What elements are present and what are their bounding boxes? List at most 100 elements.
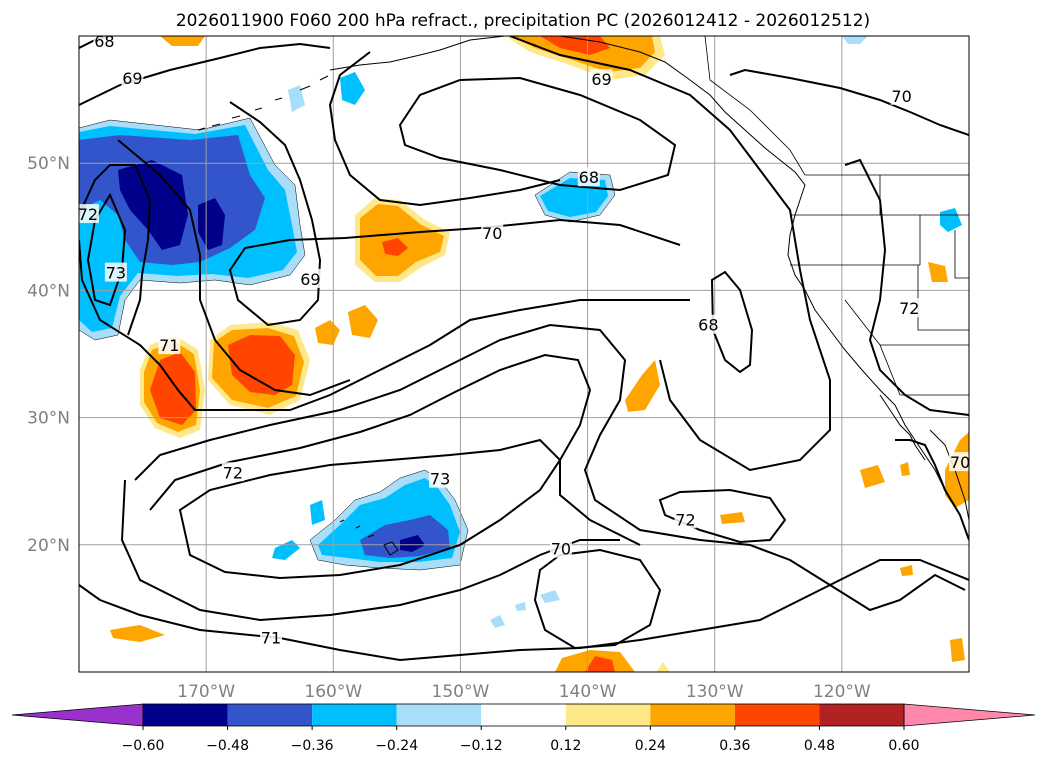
longitude-label: 150°W	[432, 682, 490, 702]
colorbar-extend-low	[11, 703, 144, 727]
contour-72-east	[844, 158, 969, 416]
contour-70-south-loop	[533, 548, 662, 650]
colorbar-tick-label: −0.24	[375, 738, 418, 754]
longitude-label: 170°W	[177, 682, 235, 702]
border-alaska-canada	[704, 36, 806, 176]
coastline-baja	[879, 394, 926, 461]
colorbar-boxes	[11, 703, 1036, 727]
colorbar-tick-label: 0.48	[804, 738, 835, 754]
contour-inner-central-1	[134, 323, 966, 612]
svg-text:70: 70	[950, 453, 970, 472]
hawaii-islands	[339, 519, 399, 556]
contour-label: 68	[697, 314, 720, 335]
contour-70-alaska-loop	[228, 101, 681, 327]
contour-label: 68	[577, 167, 600, 187]
aleutian-islands	[197, 75, 329, 131]
svg-text:68: 68	[94, 32, 114, 51]
longitude-label: 130°W	[686, 682, 744, 702]
colorbar-box	[650, 704, 735, 726]
precip-blob-hawaii-core	[400, 535, 425, 552]
precip-blob-south-left	[110, 625, 165, 642]
precip-blob-small-3	[540, 590, 560, 603]
precip-blob-small-e	[720, 512, 745, 524]
colorbar-box	[227, 704, 313, 726]
colorbar-extend-high	[903, 703, 1036, 727]
precip-blob-small-i	[928, 262, 948, 282]
svg-text:72: 72	[78, 205, 98, 224]
contour-70-east	[729, 68, 969, 136]
political-boundaries	[704, 36, 969, 396]
latitude-label: 40°N	[27, 281, 70, 301]
svg-text:70: 70	[482, 224, 502, 243]
colorbar-box	[819, 704, 904, 726]
coastline-alaska	[329, 36, 806, 201]
colorbar-box	[396, 704, 482, 726]
colorbar-tick-label: −0.12	[460, 738, 503, 754]
contour-70-southeast	[895, 439, 969, 541]
precip-blob-small-1	[310, 500, 325, 525]
colorbar: −0.60 −0.48 −0.36 −0.24 −0.12 0.12 0.24 0.36 0.4…	[11, 703, 1036, 754]
longitude-label: 140°W	[559, 682, 617, 702]
precip-blob-small-h	[900, 565, 913, 576]
svg-text:68: 68	[698, 316, 718, 335]
svg-text:71: 71	[159, 336, 179, 355]
precip-blob-small-j	[950, 638, 965, 662]
contour-71-west	[79, 239, 690, 411]
contour-label: 70	[549, 538, 572, 559]
contour-68-loop-north	[398, 76, 677, 192]
precip-blob-central-north-strong	[382, 238, 408, 256]
coastline-west-north-america	[787, 199, 946, 491]
contour-inner-central-2	[149, 353, 641, 546]
colorbar-box	[734, 704, 820, 726]
map-frame	[78, 35, 970, 673]
contour-label: 69	[590, 69, 613, 89]
contour-label: 70	[890, 85, 913, 106]
colorbar-tick-labels: −0.60 −0.48 −0.36 −0.24 −0.12 0.12 0.24 0.36 0.4…	[122, 726, 920, 754]
precip-blob-northwest-pacific-core2	[198, 198, 225, 250]
precip-blob-small-4	[490, 615, 505, 628]
colorbar-tick-label: 0.12	[550, 738, 581, 754]
precip-blob-aleutian	[288, 85, 305, 112]
precip-blob-small-5	[515, 602, 526, 611]
svg-text:70: 70	[891, 87, 911, 106]
contour-inner-west-loop	[117, 139, 351, 397]
precip-blob-top-left	[160, 36, 205, 46]
border-states	[790, 175, 969, 396]
contour-73-west	[86, 192, 127, 307]
colorbar-outline	[142, 703, 905, 727]
contour-69-central-north	[328, 51, 561, 207]
svg-text:72: 72	[899, 299, 919, 318]
contour-69-northwest	[79, 42, 331, 106]
contour-label: 72	[76, 204, 99, 224]
latitude-label: 20°N	[27, 536, 70, 556]
latitude-label: 30°N	[27, 409, 70, 429]
contour-label: 69	[121, 67, 144, 88]
contour-label: 71	[158, 335, 181, 355]
precip-blob-topright	[842, 36, 868, 44]
contour-label: 73	[104, 262, 127, 283]
contour-72-west	[79, 164, 152, 336]
colorbar-box	[481, 704, 566, 726]
precip-blob-small-b	[348, 305, 378, 338]
precip-blob-south-bottom-strong	[585, 656, 615, 672]
precip-blob-hawaii-strong	[360, 515, 450, 558]
colorbar-tick-label: −0.36	[291, 738, 334, 754]
contour-72-south	[120, 479, 620, 622]
contour-label: 72	[674, 509, 697, 529]
contour-label: 70	[949, 452, 972, 472]
svg-text:71: 71	[261, 629, 281, 648]
contour-label: 73	[429, 468, 452, 489]
svg-text:70: 70	[551, 540, 571, 559]
colorbar-box	[565, 704, 651, 726]
contour-label: 71	[259, 627, 282, 648]
svg-text:69: 69	[122, 69, 142, 88]
precip-blob-west-south-strong	[150, 352, 196, 425]
colorbar-tick-label: −0.48	[206, 738, 249, 754]
svg-text:69: 69	[591, 70, 611, 89]
colorbar-tick-label: 0.24	[635, 738, 666, 754]
colorbar-box	[312, 704, 397, 726]
contour-73-south-loop	[178, 438, 562, 580]
latitude-label: 50°N	[27, 154, 70, 174]
refractivity-contours	[79, 36, 969, 662]
